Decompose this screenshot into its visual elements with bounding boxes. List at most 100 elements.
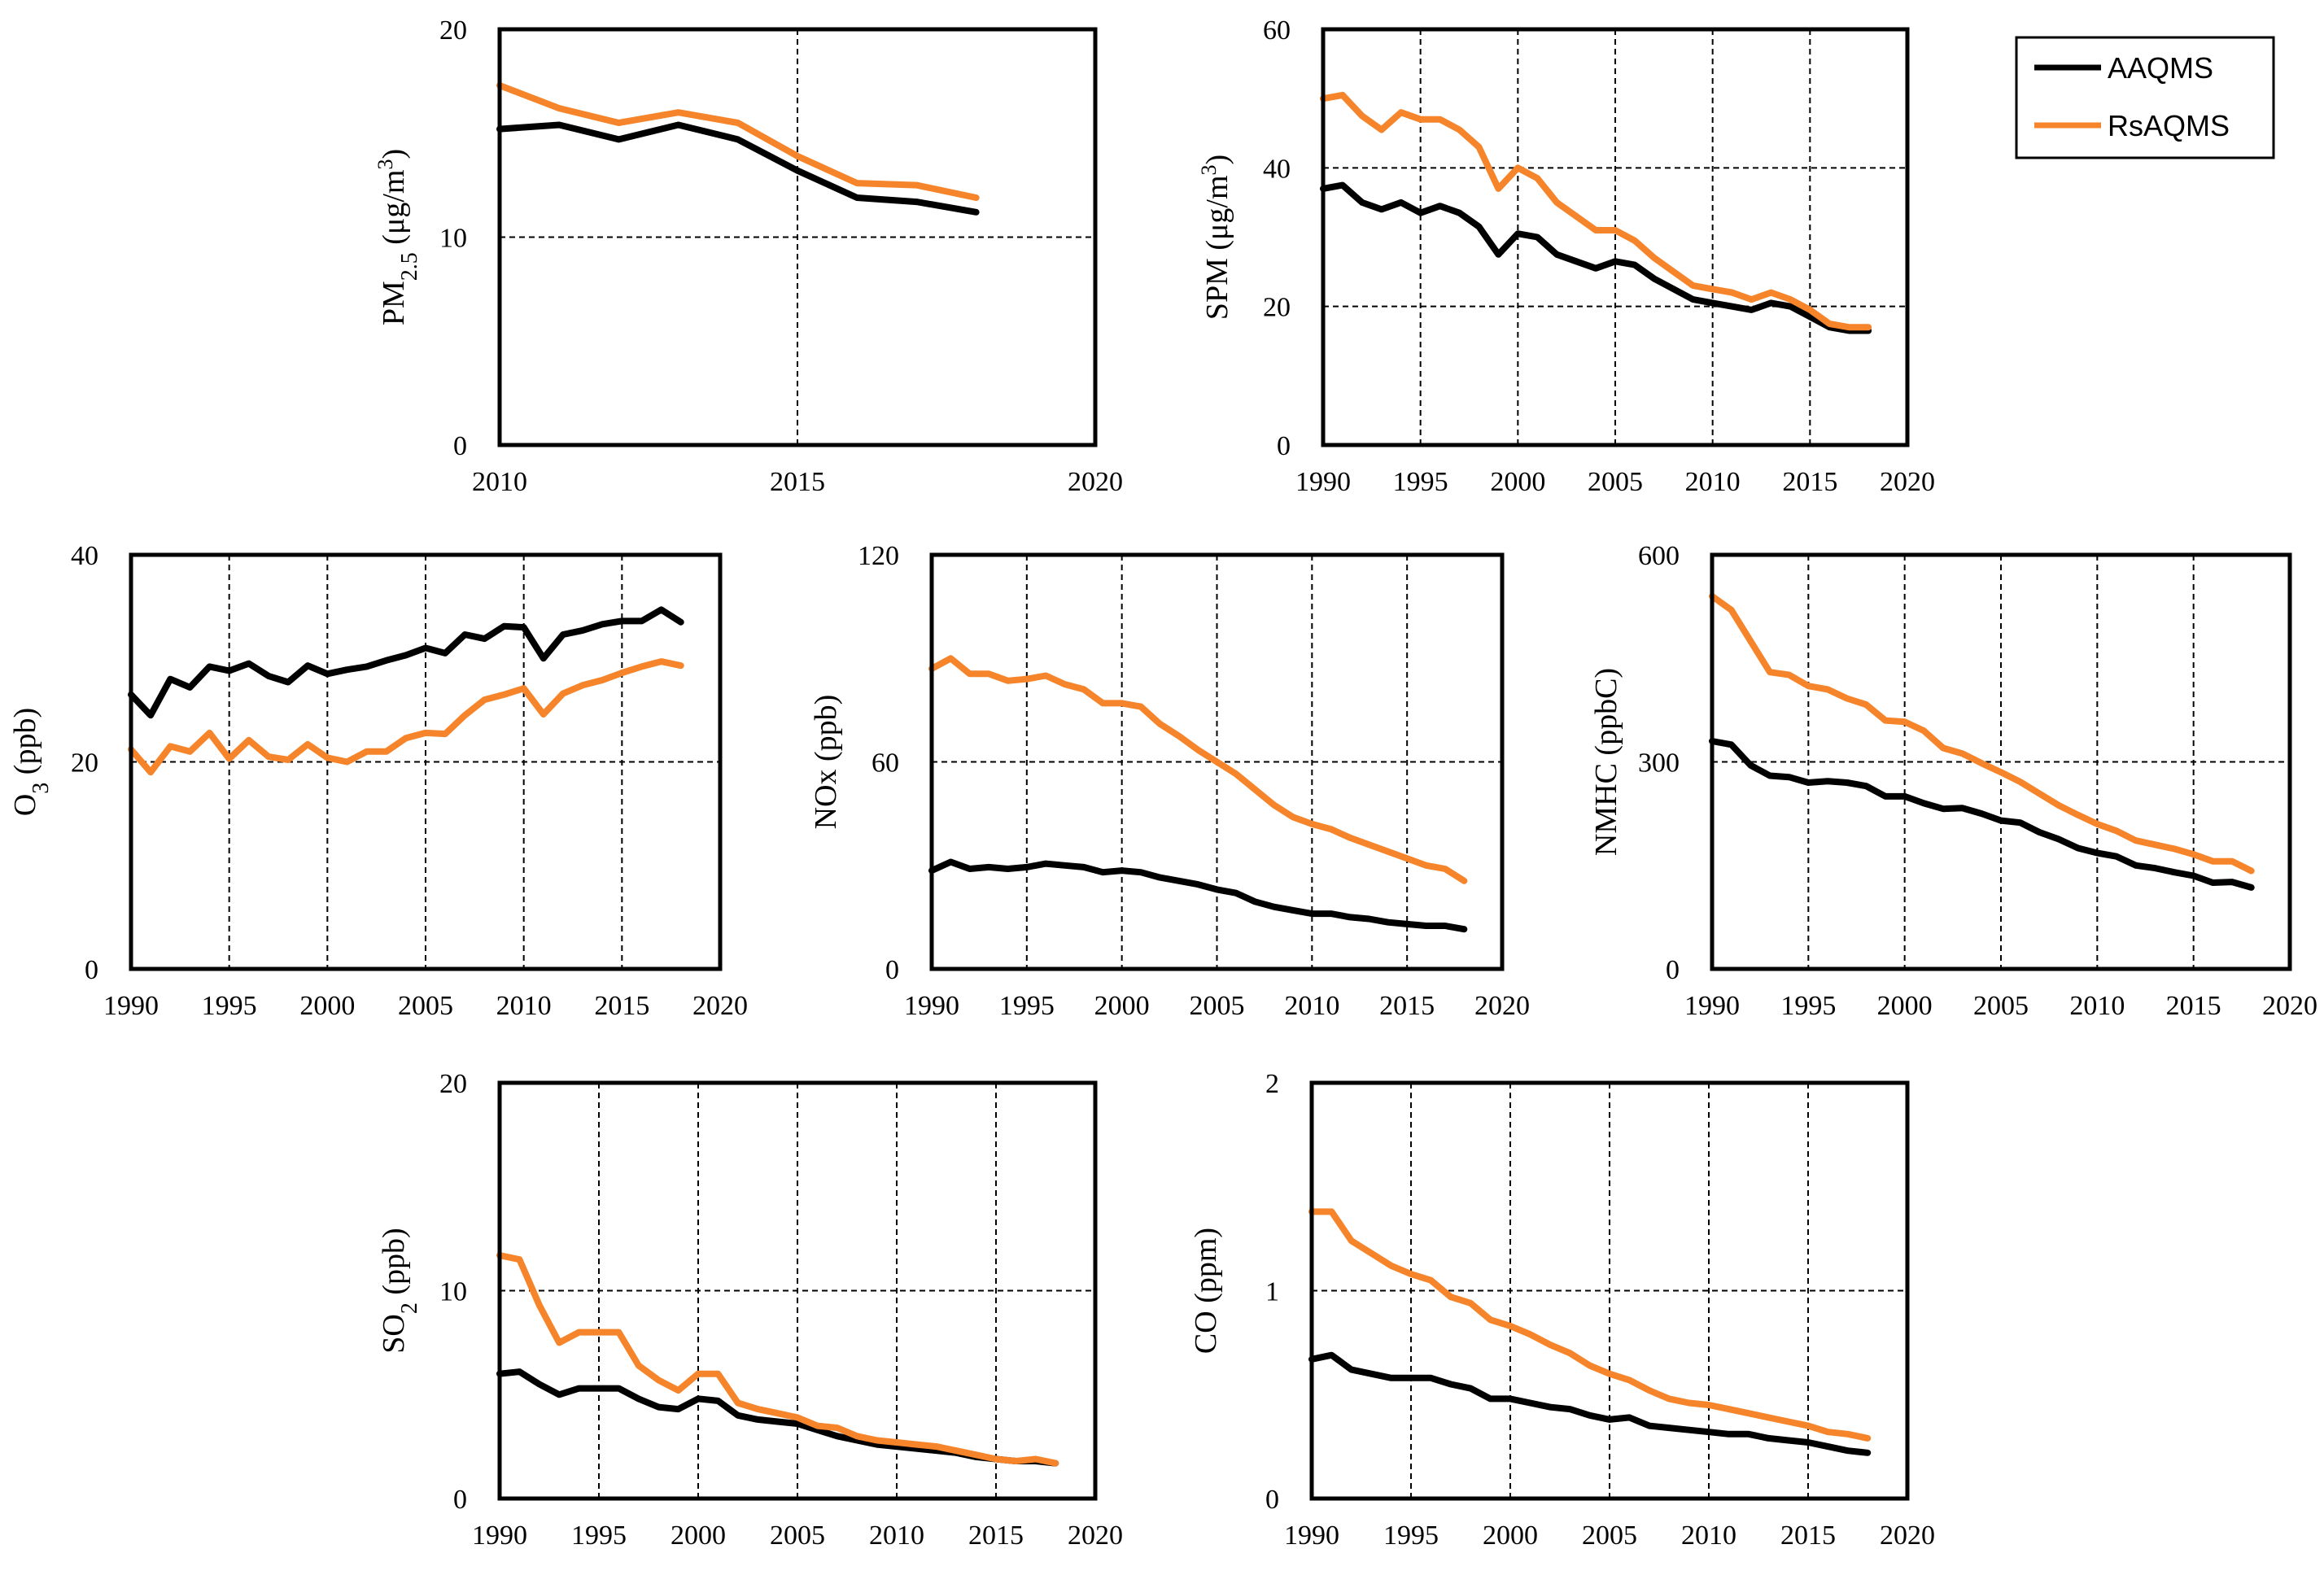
x-tick-label-o3-4: 2010	[496, 991, 552, 1021]
x-tick-label-co-0: 1990	[1284, 1520, 1339, 1551]
y-tick-label-spm-0: 0	[1277, 431, 1291, 461]
series-line-so2-rsaqms	[496, 1252, 1059, 1467]
legend: AAQMS RsAQMS	[2015, 36, 2275, 159]
plot-frame-co	[1309, 1080, 1910, 1501]
y-tick-label-pm25-2: 20	[439, 15, 467, 46]
y-axis-label-o3: O3 (ppb)	[8, 708, 54, 816]
y-axis-label-nmhc: NMHC (ppbC)	[1589, 668, 1623, 856]
x-tick-label-so2-0: 1990	[472, 1520, 527, 1551]
x-tick-label-spm-1: 1995	[1393, 467, 1448, 497]
y-axis-label-pm25: PM2.5 (μg/m3)	[374, 149, 422, 325]
x-tick-label-spm-5: 2015	[1782, 467, 1837, 497]
plot-frame-pm25	[497, 27, 1098, 447]
series-line-spm-rsaqms	[1320, 91, 1872, 331]
x-tick-label-so2-4: 2010	[869, 1520, 924, 1551]
x-tick-label-o3-3: 2005	[398, 991, 453, 1021]
x-tick-label-o3-5: 2015	[594, 991, 649, 1021]
y-tick-label-nox-2: 120	[858, 541, 899, 571]
y-tick-label-co-2: 2	[1265, 1069, 1279, 1099]
series-line-o3-rsaqms	[128, 658, 684, 776]
series-line-co-rsaqms	[1308, 1208, 1872, 1442]
series-line-pm25-aaqms	[496, 121, 980, 216]
plot-frame-nox	[929, 552, 1505, 971]
x-tick-label-pm25-1: 2015	[770, 467, 825, 497]
x-tick-label-co-4: 2010	[1681, 1520, 1736, 1551]
y-tick-label-spm-3: 60	[1263, 15, 1291, 46]
x-tick-label-o3-6: 2020	[692, 991, 748, 1021]
x-tick-label-co-6: 2020	[1880, 1520, 1935, 1551]
x-tick-label-pm25-2: 2020	[1068, 467, 1123, 497]
series-line-nmhc-rsaqms	[1709, 592, 2255, 875]
y-tick-label-o3-0: 0	[85, 955, 98, 985]
x-tick-label-co-5: 2015	[1780, 1520, 1836, 1551]
x-tick-label-nmhc-2: 2000	[1877, 991, 1933, 1021]
y-tick-label-pm25-1: 10	[439, 224, 467, 254]
plot-frame-spm	[1321, 27, 1910, 447]
x-tick-label-pm25-0: 2010	[472, 467, 527, 497]
legend-box	[2015, 36, 2275, 159]
panel-nox: 1990 1995 2000 2005 2010 2015 2020 0 60 120 NOx (p…	[809, 541, 1530, 1021]
panel-so2: 1990 1995 2000 2005 2010 2015 2020 0 10 20 SO2 (pp…	[377, 1069, 1123, 1551]
y-tick-label-co-0: 0	[1265, 1485, 1279, 1515]
panel-nmhc: 1990 1995 2000 2005 2010 2015 2020 0 300 600 NMHC …	[1589, 541, 2317, 1021]
panel-spm: 1990 1995 2000 2005 2010 2015 2020 0 20 40 60 SPM (…	[1197, 15, 1936, 497]
x-tick-label-nmhc-4: 2010	[2069, 991, 2125, 1021]
x-tick-label-nmhc-0: 1990	[1684, 991, 1740, 1021]
plot-frame-o3	[129, 552, 723, 971]
x-tick-label-nmhc-3: 2005	[1973, 991, 2029, 1021]
plot-frame-nmhc	[1710, 552, 2292, 971]
x-tick-label-nmhc-1: 1995	[1780, 991, 1836, 1021]
x-tick-label-co-2: 2000	[1483, 1520, 1538, 1551]
x-tick-label-nmhc-5: 2015	[2166, 991, 2221, 1021]
x-tick-label-spm-2: 2000	[1490, 467, 1545, 497]
series-line-spm-aaqms	[1320, 181, 1872, 334]
series-line-so2-aaqms	[496, 1368, 1059, 1467]
x-tick-label-spm-4: 2010	[1685, 467, 1741, 497]
x-tick-label-nox-3: 2005	[1190, 991, 1245, 1021]
x-tick-label-o3-0: 1990	[103, 991, 159, 1021]
y-tick-label-so2-0: 0	[453, 1485, 467, 1515]
plot-frame-so2	[497, 1080, 1098, 1501]
x-tick-label-so2-3: 2005	[770, 1520, 825, 1551]
x-tick-label-so2-5: 2015	[968, 1520, 1024, 1551]
y-axis-label-so2: SO2 (ppb)	[377, 1228, 422, 1353]
x-tick-label-spm-0: 1990	[1295, 467, 1351, 497]
x-tick-label-so2-6: 2020	[1068, 1520, 1123, 1551]
y-axis-label-nox: NOx (ppb)	[809, 695, 843, 830]
x-tick-label-nox-4: 2010	[1284, 991, 1339, 1021]
x-tick-label-nox-2: 2000	[1094, 991, 1150, 1021]
x-tick-label-nox-1: 1995	[999, 991, 1055, 1021]
x-tick-label-co-3: 2005	[1582, 1520, 1637, 1551]
x-tick-label-spm-6: 2020	[1880, 467, 1935, 497]
y-axis-label-co: CO (ppm)	[1189, 1228, 1223, 1354]
series-line-co-aaqms	[1308, 1351, 1872, 1456]
legend-label-aaqms: AAQMS	[2108, 51, 2213, 85]
y-tick-label-nox-1: 60	[872, 748, 899, 779]
y-tick-label-nox-0: 0	[885, 955, 899, 985]
y-tick-label-nmhc-1: 300	[1638, 748, 1680, 779]
y-tick-label-nmhc-0: 0	[1666, 955, 1680, 985]
y-tick-label-so2-1: 10	[439, 1277, 467, 1307]
y-tick-label-spm-1: 20	[1263, 293, 1291, 323]
x-tick-label-nox-6: 2020	[1474, 991, 1530, 1021]
y-tick-label-o3-2: 40	[71, 541, 98, 571]
x-tick-label-o3-1: 1995	[202, 991, 257, 1021]
panel-co: 1990 1995 2000 2005 2010 2015 2020 0 1 2 CO (ppm)	[1189, 1069, 1935, 1551]
legend-label-rsaqms: RsAQMS	[2108, 109, 2230, 142]
series-line-nox-aaqms	[928, 858, 1468, 933]
y-axis-label-spm: SPM (μg/m3)	[1197, 155, 1235, 320]
x-tick-label-co-1: 1995	[1383, 1520, 1439, 1551]
y-tick-label-pm25-0: 0	[453, 431, 467, 461]
series-line-o3-aaqms	[128, 606, 684, 719]
y-tick-label-spm-2: 40	[1263, 154, 1291, 184]
x-tick-label-o3-2: 2000	[299, 991, 355, 1021]
series-line-nox-rsaqms	[928, 655, 1468, 884]
y-tick-label-co-1: 1	[1265, 1277, 1279, 1307]
x-tick-label-spm-3: 2005	[1588, 467, 1643, 497]
series-line-nmhc-aaqms	[1709, 738, 2255, 891]
panel-o3: 1990 1995 2000 2005 2010 2015 2020 0 20 40 O3 (ppb…	[8, 541, 748, 1021]
x-tick-label-nox-0: 1990	[904, 991, 959, 1021]
series-line-pm25-rsaqms	[496, 82, 980, 201]
